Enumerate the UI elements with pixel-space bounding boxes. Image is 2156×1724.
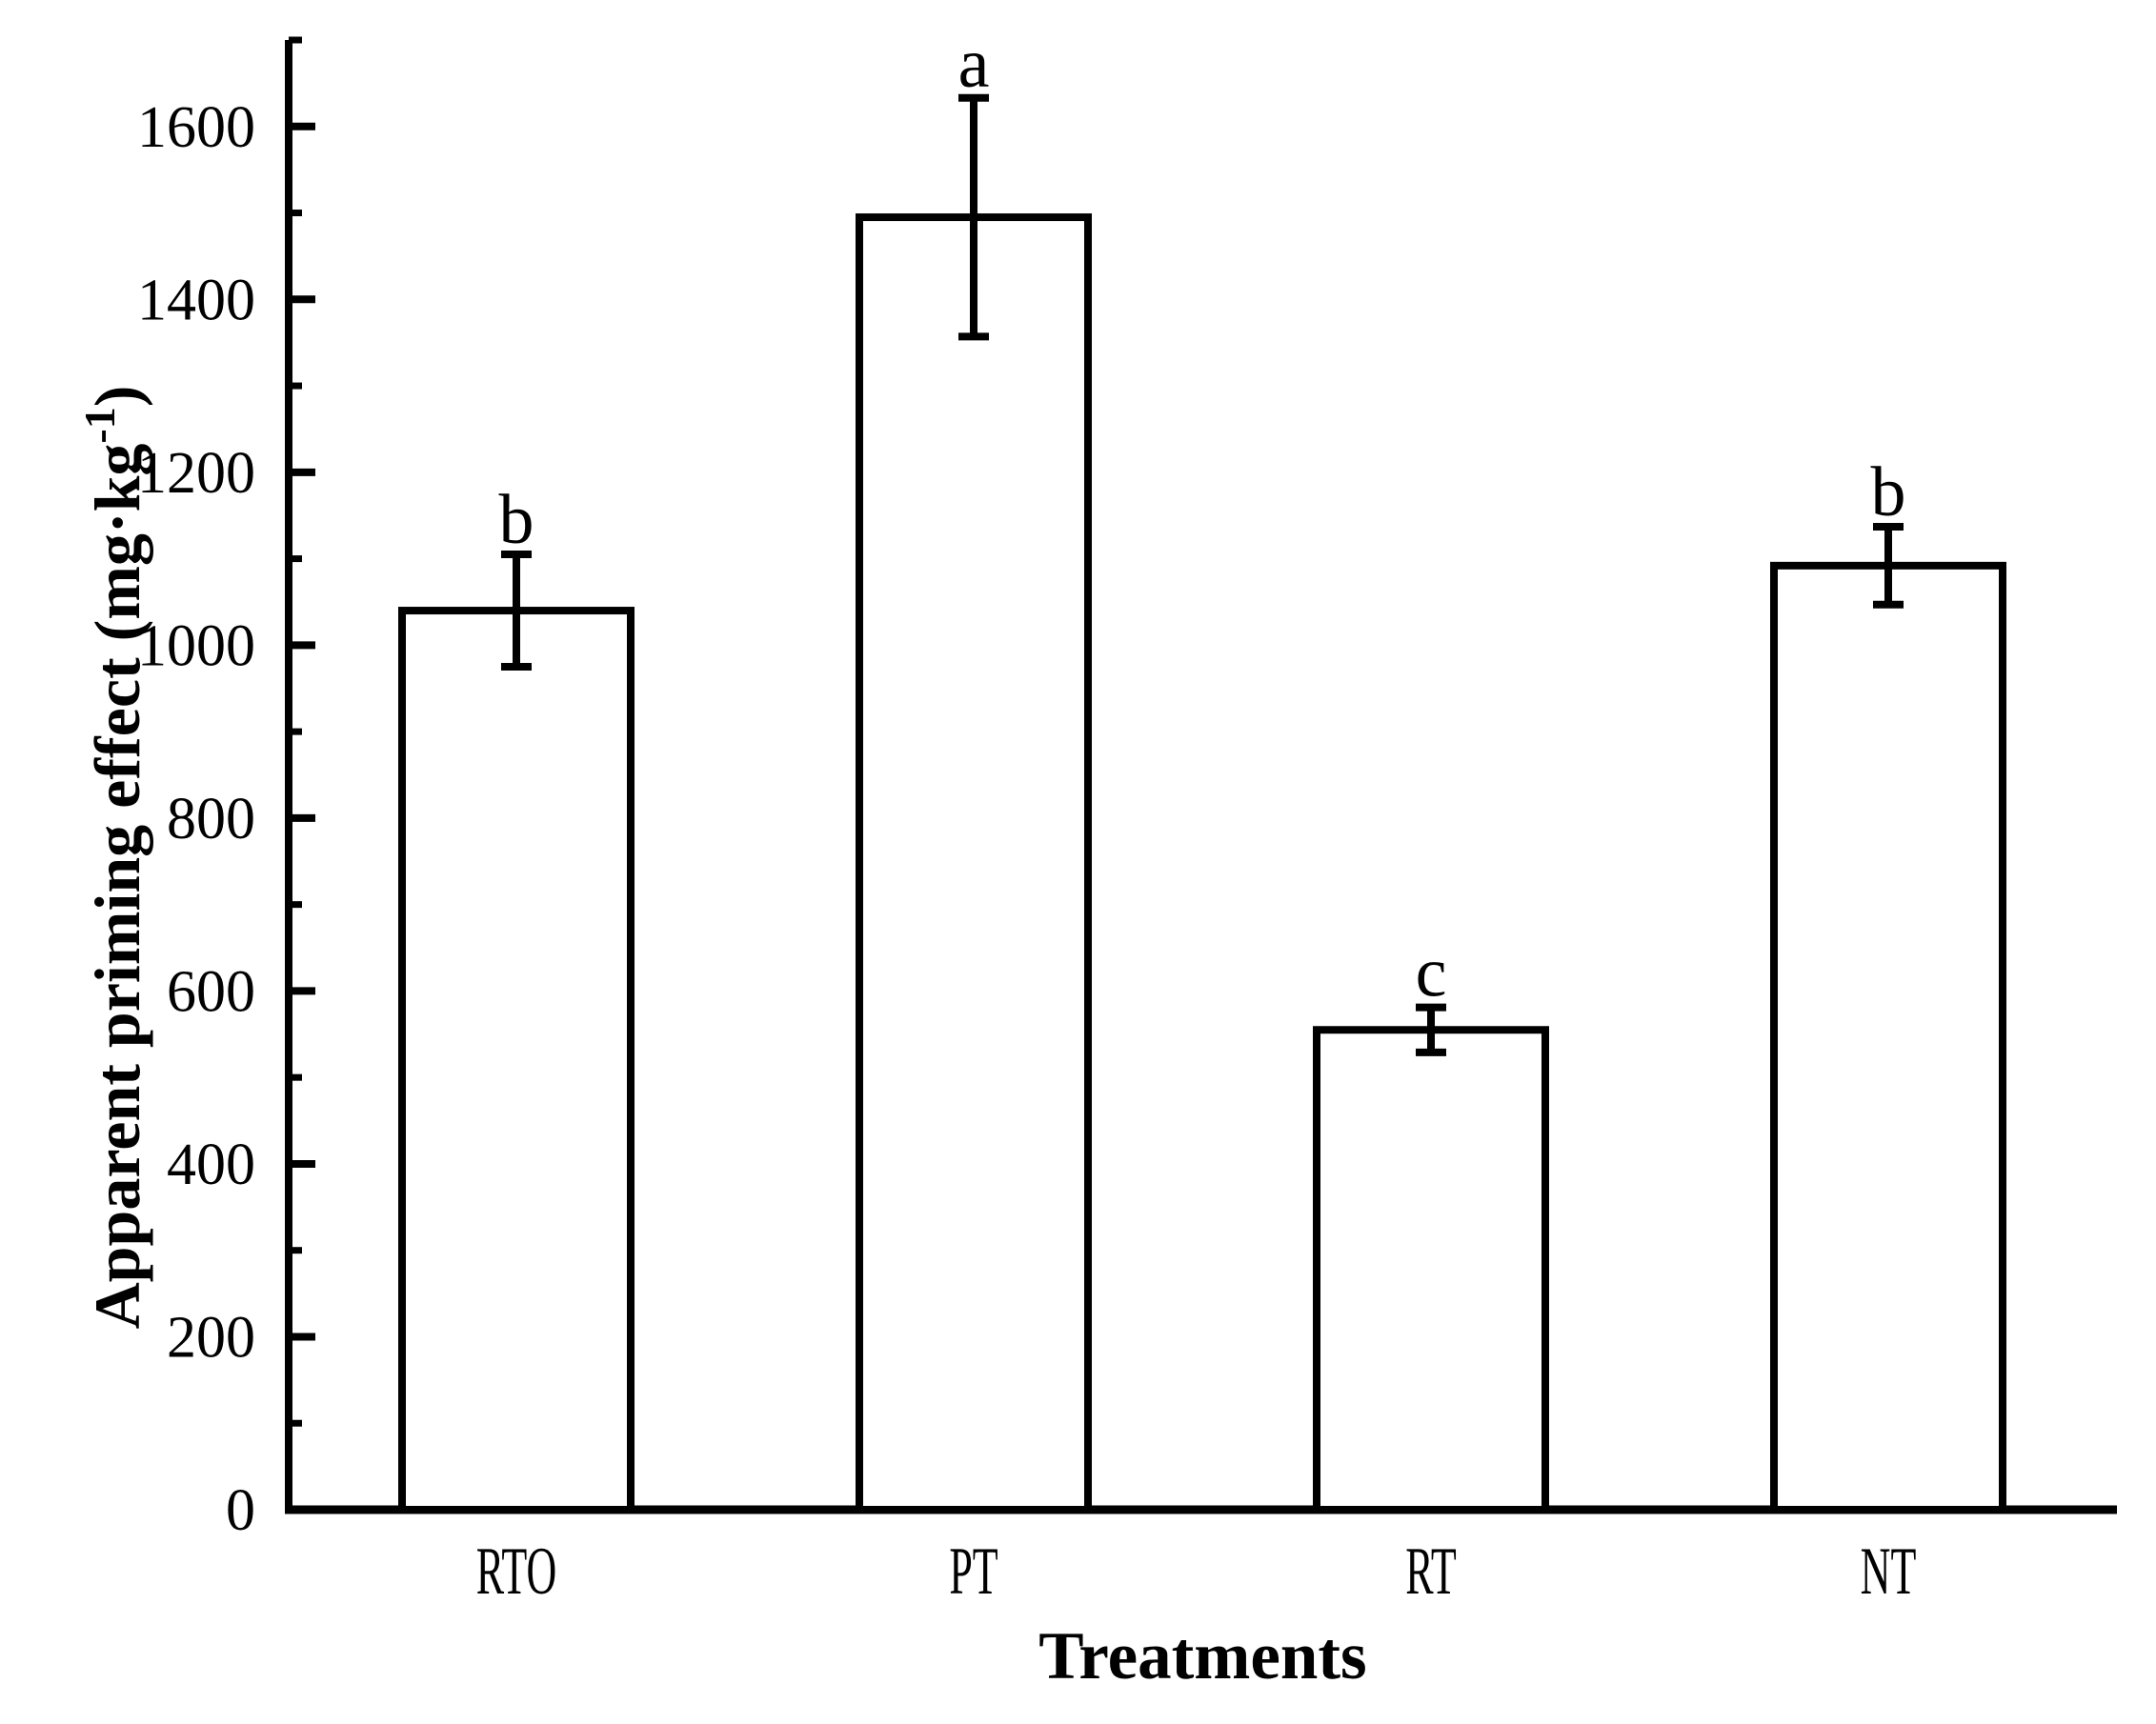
- y-tick-label-400: 400: [167, 1133, 255, 1197]
- x-tick-label-RTO: RTO: [476, 1533, 557, 1608]
- bar-RTO: [398, 607, 635, 1514]
- sig-letter-PT: a: [958, 25, 990, 103]
- sig-letter-RTO: b: [499, 481, 534, 559]
- y-tick-label-1000: 1000: [137, 613, 255, 678]
- sig-letter-NT: b: [1871, 453, 1906, 531]
- x-tick-label-PT: PT: [949, 1533, 997, 1608]
- sig-letter-RT: c: [1416, 934, 1447, 1012]
- y-tick-label-1400: 1400: [137, 268, 255, 332]
- y-tick-label-200: 200: [167, 1305, 255, 1370]
- y-tick-label-1600: 1600: [137, 95, 255, 160]
- x-tick-label-NT: NT: [1861, 1533, 1917, 1608]
- bar-NT: [1770, 561, 2006, 1514]
- y-axis-label: Apparent priming effect (mg·kg-1): [75, 386, 153, 1330]
- x-axis-label: Treatments: [1038, 1619, 1366, 1694]
- y-tick-label-0: 0: [226, 1478, 255, 1543]
- y-axis-label-superscript: -1: [75, 407, 124, 443]
- y-tick-label-600: 600: [167, 959, 255, 1024]
- x-tick-label-RT: RT: [1405, 1533, 1457, 1608]
- y-axis-label-close: ): [81, 386, 153, 408]
- bar-RT: [1313, 1026, 1549, 1514]
- y-tick-label-800: 800: [167, 787, 255, 852]
- y-tick-label-1200: 1200: [137, 441, 255, 506]
- y-axis-label-main: Apparent priming effect (mg·kg: [81, 444, 153, 1330]
- bar-PT: [856, 213, 1092, 1514]
